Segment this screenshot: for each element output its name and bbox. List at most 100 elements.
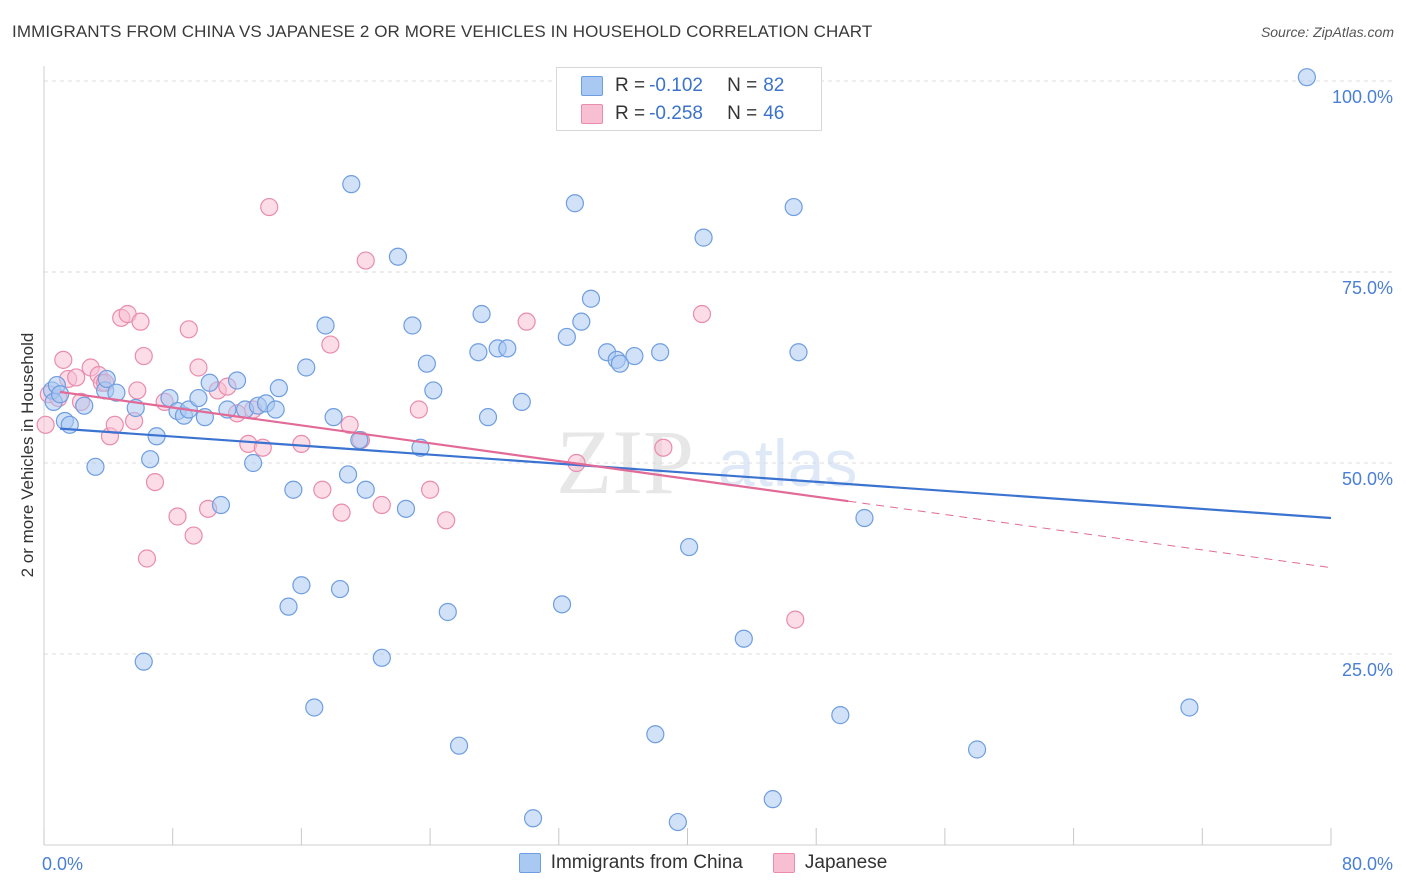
japanese-point [786,610,805,629]
china-point [97,369,116,389]
legend-r-value: -0.102 [649,75,703,96]
china-point [552,595,572,614]
x-tick-label: 0.0% [42,854,83,874]
china-point [734,629,753,648]
japanese-point [260,197,279,217]
china-point [297,358,316,377]
legend-row-china: R = -0.102 N = 82 [581,73,784,99]
china-point [449,736,469,755]
china-point [141,450,160,469]
china-point [668,812,687,832]
japanese-point [105,415,124,434]
gridlines [44,80,1392,655]
axes [43,66,1332,846]
japanese-point [321,335,340,354]
japanese-point [313,480,332,499]
legend-item-japanese[interactable]: Japanese [772,852,888,874]
china-point [472,304,491,324]
china-point [967,740,987,759]
japanese-point [372,495,391,515]
china-point [784,197,803,217]
japanese-point [692,304,712,324]
china-point [134,652,153,671]
japanese-point [128,381,147,400]
china-point [292,576,311,595]
china-point [651,343,670,362]
china-point [831,706,850,725]
china-point [1297,68,1316,87]
china-point [512,392,531,411]
china-point [356,480,375,499]
y-tick-label: 25.0% [1342,660,1393,680]
japanese-trend-extension [848,500,1332,569]
japanese-point [179,320,198,339]
china-point [269,379,288,398]
china-point [86,457,105,476]
legend-n-label: N = [727,75,758,96]
china-point [572,312,591,331]
source-label: Source: ZipAtlas.com [1260,24,1394,40]
china-point [227,371,247,390]
china-point [789,343,808,362]
china-point [557,327,576,347]
japanese-point [332,503,351,522]
japanese-point [340,415,359,434]
china-point [266,400,285,419]
japanese-trend-line [59,390,849,503]
japanese-point [145,473,165,492]
china-point [107,383,126,402]
china-point [244,453,263,473]
legend-n-value: 82 [763,75,785,96]
china-point [372,648,391,667]
legend-r-value: -0.258 [649,103,703,124]
china-point [438,602,457,622]
legend-swatch-japanese [772,853,795,873]
china-point [338,465,358,484]
china-point [855,508,874,528]
legend-swatch-china [581,76,603,96]
china-point [646,725,665,744]
japanese-point [421,480,440,499]
japanese-point [131,312,150,331]
china-point [469,343,488,362]
china-point [424,381,443,400]
china-point [396,499,416,518]
china-points [42,68,1316,832]
legend-n-value: 46 [763,103,785,124]
japanese-point [168,507,187,526]
chart-title: IMMIGRANTS FROM CHINA VS JAPANESE 2 OR M… [12,22,873,41]
china-point [417,354,436,373]
china-point [305,698,324,717]
china-point [75,396,94,415]
trend-lines [59,390,1332,569]
japanese-point [356,251,375,270]
china-point [279,597,298,616]
china-point [388,247,408,266]
china-point [211,495,231,515]
china-point [610,354,630,373]
legend-n-label: N = [727,103,758,124]
china-point [581,289,601,308]
legend-row-japanese: R = -0.258 N = 46 [581,101,784,127]
japanese-point [292,434,311,453]
x-tick-label: 80.0% [1342,854,1393,874]
legend-label-japanese: Japanese [804,852,888,873]
tick-labels: 100.0% 75.0% 50.0% 25.0% 0.0% 80.0% [42,87,1393,874]
china-point [189,388,208,408]
japanese-point [654,438,673,457]
china-point [50,385,70,404]
legend-item-china[interactable]: Immigrants from China [518,852,743,874]
y-tick-label: 50.0% [1342,469,1393,489]
china-point [200,373,219,392]
watermark-atlas: atlas [718,426,857,500]
china-point [324,408,343,427]
japanese-point [137,549,157,568]
legend-r-label: R = [615,75,646,96]
china-point [342,175,361,194]
legend-swatch-china [518,853,541,873]
china-point [565,194,584,213]
japanese-point [437,511,456,530]
y-tick-label: 75.0% [1342,278,1393,298]
china-point [330,579,350,599]
